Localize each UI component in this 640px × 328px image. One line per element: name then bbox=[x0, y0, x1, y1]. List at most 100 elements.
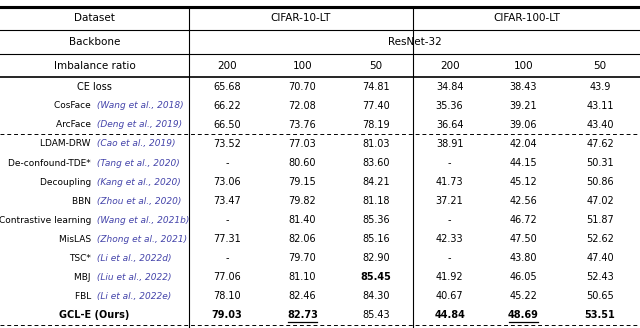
Text: (Zhou et al., 2020): (Zhou et al., 2020) bbox=[93, 196, 181, 206]
Text: 44.15: 44.15 bbox=[509, 158, 537, 168]
Text: CosFace: CosFace bbox=[54, 101, 93, 111]
Text: 85.16: 85.16 bbox=[362, 234, 390, 244]
Text: 77.06: 77.06 bbox=[213, 272, 241, 282]
Text: GCL-E (Ours): GCL-E (Ours) bbox=[60, 310, 129, 320]
Text: 51.87: 51.87 bbox=[586, 215, 614, 225]
Text: 72.08: 72.08 bbox=[289, 101, 316, 111]
Text: Contrastive learning: Contrastive learning bbox=[0, 215, 93, 225]
Text: 46.05: 46.05 bbox=[509, 272, 537, 282]
Text: 77.31: 77.31 bbox=[213, 234, 241, 244]
Text: 73.06: 73.06 bbox=[213, 177, 241, 187]
Text: 41.92: 41.92 bbox=[436, 272, 463, 282]
Text: 81.10: 81.10 bbox=[289, 272, 316, 282]
Text: FBL: FBL bbox=[75, 292, 93, 301]
Text: 39.21: 39.21 bbox=[509, 101, 537, 111]
Text: (Li et al., 2022e): (Li et al., 2022e) bbox=[93, 292, 171, 301]
Text: 50: 50 bbox=[369, 61, 383, 71]
Text: -: - bbox=[448, 158, 451, 168]
Text: 45.22: 45.22 bbox=[509, 291, 537, 301]
Text: 42.33: 42.33 bbox=[436, 234, 463, 244]
Text: 36.64: 36.64 bbox=[436, 120, 463, 130]
Text: 200: 200 bbox=[440, 61, 460, 71]
Text: MisLAS: MisLAS bbox=[59, 235, 93, 244]
Text: 34.84: 34.84 bbox=[436, 82, 463, 92]
Text: 79.82: 79.82 bbox=[289, 196, 316, 206]
Text: 47.62: 47.62 bbox=[586, 139, 614, 149]
Text: 47.40: 47.40 bbox=[586, 253, 614, 263]
Text: 42.56: 42.56 bbox=[509, 196, 537, 206]
Text: -: - bbox=[225, 215, 229, 225]
Text: 35.36: 35.36 bbox=[436, 101, 463, 111]
Text: 38.91: 38.91 bbox=[436, 139, 463, 149]
Text: TSC*: TSC* bbox=[69, 254, 93, 263]
Text: 73.76: 73.76 bbox=[289, 120, 316, 130]
Text: ArcFace: ArcFace bbox=[56, 120, 93, 130]
Text: (Kang et al., 2020): (Kang et al., 2020) bbox=[93, 177, 180, 187]
Text: 50.86: 50.86 bbox=[586, 177, 614, 187]
Text: 37.21: 37.21 bbox=[436, 196, 463, 206]
Text: 66.50: 66.50 bbox=[213, 120, 241, 130]
Text: 66.22: 66.22 bbox=[213, 101, 241, 111]
Text: 82.46: 82.46 bbox=[289, 291, 316, 301]
Text: 47.50: 47.50 bbox=[509, 234, 537, 244]
Text: Dataset: Dataset bbox=[74, 13, 115, 23]
Text: De-confound-TDE*: De-confound-TDE* bbox=[8, 158, 93, 168]
Text: 79.03: 79.03 bbox=[212, 310, 243, 320]
Text: (Zhong et al., 2021): (Zhong et al., 2021) bbox=[93, 235, 187, 244]
Text: 100: 100 bbox=[513, 61, 533, 71]
Text: 82.73: 82.73 bbox=[287, 310, 318, 320]
Text: 45.12: 45.12 bbox=[509, 177, 537, 187]
Text: 73.52: 73.52 bbox=[213, 139, 241, 149]
Text: 200: 200 bbox=[218, 61, 237, 71]
Text: 40.67: 40.67 bbox=[436, 291, 463, 301]
Text: 52.62: 52.62 bbox=[586, 234, 614, 244]
Text: Backbone: Backbone bbox=[68, 37, 120, 47]
Text: 81.03: 81.03 bbox=[362, 139, 390, 149]
Text: LDAM-DRW: LDAM-DRW bbox=[40, 139, 93, 149]
Text: 84.21: 84.21 bbox=[362, 177, 390, 187]
Text: 42.04: 42.04 bbox=[509, 139, 537, 149]
Text: 83.60: 83.60 bbox=[362, 158, 390, 168]
Text: CIFAR-10-LT: CIFAR-10-LT bbox=[271, 13, 331, 23]
Text: 82.06: 82.06 bbox=[289, 234, 316, 244]
Text: (Deng et al., 2019): (Deng et al., 2019) bbox=[93, 120, 182, 130]
Text: 39.06: 39.06 bbox=[509, 120, 537, 130]
Text: 53.51: 53.51 bbox=[584, 310, 616, 320]
Text: 70.70: 70.70 bbox=[289, 82, 316, 92]
Text: 85.43: 85.43 bbox=[362, 310, 390, 320]
Text: 78.10: 78.10 bbox=[213, 291, 241, 301]
Text: 81.40: 81.40 bbox=[289, 215, 316, 225]
Text: -: - bbox=[448, 215, 451, 225]
Text: CE loss: CE loss bbox=[77, 82, 112, 92]
Text: 84.30: 84.30 bbox=[362, 291, 390, 301]
Text: 65.68: 65.68 bbox=[213, 82, 241, 92]
Text: 77.40: 77.40 bbox=[362, 101, 390, 111]
Text: 46.72: 46.72 bbox=[509, 215, 537, 225]
Text: 43.11: 43.11 bbox=[586, 101, 614, 111]
Text: Decoupling: Decoupling bbox=[40, 177, 93, 187]
Text: 79.15: 79.15 bbox=[289, 177, 316, 187]
Text: 85.36: 85.36 bbox=[362, 215, 390, 225]
Text: 50.65: 50.65 bbox=[586, 291, 614, 301]
Text: (Wang et al., 2021b): (Wang et al., 2021b) bbox=[93, 215, 189, 225]
Text: 43.80: 43.80 bbox=[509, 253, 537, 263]
Text: 48.69: 48.69 bbox=[508, 310, 539, 320]
Text: (Liu et al., 2022): (Liu et al., 2022) bbox=[93, 273, 172, 282]
Text: 80.60: 80.60 bbox=[289, 158, 316, 168]
Text: 79.70: 79.70 bbox=[289, 253, 316, 263]
Text: 47.02: 47.02 bbox=[586, 196, 614, 206]
Text: -: - bbox=[225, 253, 229, 263]
Text: (Li et al., 2022d): (Li et al., 2022d) bbox=[93, 254, 172, 263]
Text: (Cao et al., 2019): (Cao et al., 2019) bbox=[93, 139, 175, 149]
Text: 81.18: 81.18 bbox=[362, 196, 390, 206]
Text: -: - bbox=[225, 158, 229, 168]
Text: 77.03: 77.03 bbox=[289, 139, 316, 149]
Text: 78.19: 78.19 bbox=[362, 120, 390, 130]
Text: 44.84: 44.84 bbox=[434, 310, 465, 320]
Text: 73.47: 73.47 bbox=[213, 196, 241, 206]
Text: ResNet-32: ResNet-32 bbox=[388, 37, 441, 47]
Text: 52.43: 52.43 bbox=[586, 272, 614, 282]
Text: Imbalance ratio: Imbalance ratio bbox=[54, 61, 135, 71]
Text: 50: 50 bbox=[593, 61, 607, 71]
Text: 43.40: 43.40 bbox=[586, 120, 614, 130]
